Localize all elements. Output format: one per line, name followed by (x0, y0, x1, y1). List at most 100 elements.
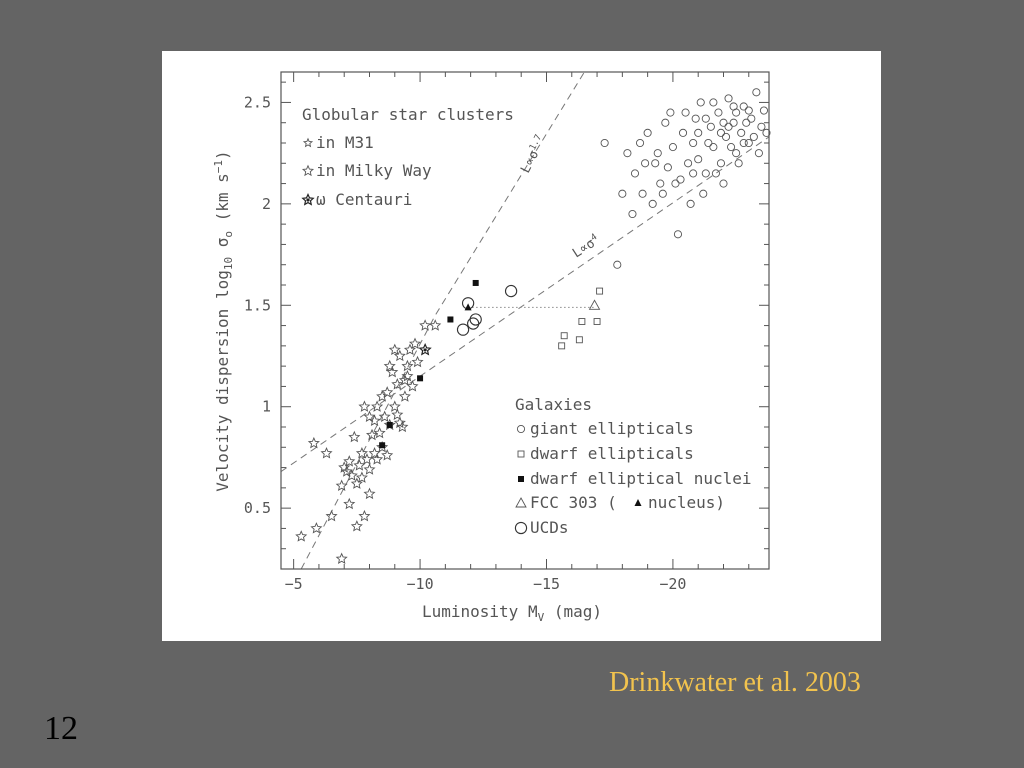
data-point-circle-small (694, 155, 703, 164)
data-point-star (295, 530, 308, 542)
x-tick-label: −10 (407, 575, 434, 593)
legend-marker-triangle-filled (634, 499, 642, 506)
data-point-circle-small (643, 128, 652, 137)
data-point-circle-small (721, 132, 731, 141)
data-point-square (578, 318, 586, 325)
data-point-circle-small (668, 143, 677, 152)
legend-marker-circle-large (514, 521, 528, 535)
data-point-circle-small (630, 169, 640, 178)
data-point-circle-small (716, 159, 726, 168)
data-point-circle-small (762, 128, 771, 137)
y-tick-label: 1.5 (244, 296, 271, 314)
legend-item-giant-ellipticals: giant ellipticals (530, 419, 694, 438)
data-point-star (340, 465, 353, 477)
data-point-circle-small (709, 98, 718, 107)
data-point-circle-small (666, 108, 675, 117)
data-point-star (350, 520, 363, 532)
data-point-circle-small (737, 128, 746, 137)
data-point-circle-small (727, 143, 736, 152)
legend-item-omega-centauri: ω Centauri (316, 190, 412, 209)
data-point-circle-small (684, 159, 693, 168)
axis-tick-labels: −5 −10 −15 −20 0.5 1 1.5 2 2.5 (244, 93, 687, 593)
data-point-star (366, 428, 379, 441)
data-point-circle-small (747, 114, 756, 123)
data-point-star (368, 414, 381, 427)
data-point-circle-small (671, 179, 680, 188)
data-point-star (398, 374, 411, 386)
data-point-circle-small (732, 149, 741, 158)
annotation-slope-4: L∝σ4 (569, 232, 602, 261)
data-point-star (360, 453, 373, 465)
legend-globular-markers (301, 137, 315, 206)
data-point-circle-small (623, 149, 632, 158)
data-point-star (383, 359, 396, 372)
legend-marker-star-filled-center (301, 193, 315, 206)
legend-marker-star-small (302, 137, 314, 148)
data-point-star (403, 343, 416, 356)
annotation-slope-1-7: L∝σ1.7 (517, 133, 549, 176)
data-point-star (343, 497, 356, 510)
legend-item-fcc-303-nucleus: nucleus) (648, 493, 725, 512)
data-point-star-filled-center (418, 342, 432, 356)
data-point-square-filled (386, 421, 393, 428)
data-point-square (560, 332, 568, 340)
legend-globular-title: Globular star clusters (302, 105, 514, 124)
fit-line (281, 136, 769, 473)
data-point-star (386, 365, 399, 378)
data-point-circle-small (696, 98, 705, 107)
axis-ticks (281, 72, 769, 569)
legend-galaxies-markers (514, 424, 642, 535)
y-tick-label: 2.5 (244, 93, 271, 111)
data-point-circle-small (729, 102, 738, 111)
data-point-star (419, 319, 432, 331)
data-point-circle-small (656, 179, 665, 188)
data-point-circle-small (716, 128, 726, 137)
data-point-circle-small (618, 189, 627, 198)
data-point-circle-small (734, 159, 743, 168)
data-point-star (338, 461, 351, 473)
data-point-star (378, 410, 391, 422)
data-point-star (376, 390, 389, 402)
data-point-circle-small (706, 122, 715, 131)
data-point-star (381, 449, 394, 461)
y-tick-label: 2 (262, 195, 271, 213)
data-point-star (391, 408, 404, 420)
x-tick-label: −15 (533, 575, 560, 593)
data-point-circle-small (686, 199, 695, 208)
data-point-star (343, 455, 356, 467)
data-point-star (363, 463, 376, 475)
x-tick-label: −20 (659, 575, 686, 593)
data-point-circle-small (613, 260, 622, 269)
legend-item-dwarf-ellipticals: dwarf ellipticals (530, 444, 694, 463)
data-point-circle-small (754, 149, 763, 158)
data-point-triangle-filled (464, 303, 472, 311)
data-point-star (391, 378, 404, 390)
data-point-circle-small (709, 143, 718, 152)
data-point-star (401, 369, 414, 382)
data-point-circle-small (676, 175, 685, 184)
data-point-circle-small (651, 159, 660, 168)
data-point-star (358, 509, 371, 522)
data-point-circle-small (658, 189, 667, 198)
data-point-circle-small (744, 106, 753, 115)
data-point-circle-small (729, 118, 738, 127)
data-point-circle-small (648, 199, 657, 208)
data-point-triangle (588, 299, 601, 310)
data-point-circle-small (699, 189, 708, 198)
data-point-star (345, 469, 358, 481)
legend-globular-clusters: Globular star clusters in M31 in Milky W… (301, 105, 514, 209)
data-point-square-filled (379, 442, 386, 449)
data-point-circle-small (673, 230, 683, 239)
data-point-circle-small (701, 169, 710, 178)
data-point-star (335, 552, 348, 564)
plot-frame (280, 71, 770, 570)
data-point-circle-small (739, 102, 748, 111)
data-point-star (363, 487, 376, 500)
data-point-circle-small (663, 163, 672, 172)
data-point-star (371, 453, 384, 465)
data-point-star (401, 359, 414, 372)
data-point-circle-small (744, 138, 753, 148)
data-point-star (310, 522, 323, 534)
data-point-square-filled (447, 316, 454, 323)
data-point-circle-small (653, 149, 662, 158)
